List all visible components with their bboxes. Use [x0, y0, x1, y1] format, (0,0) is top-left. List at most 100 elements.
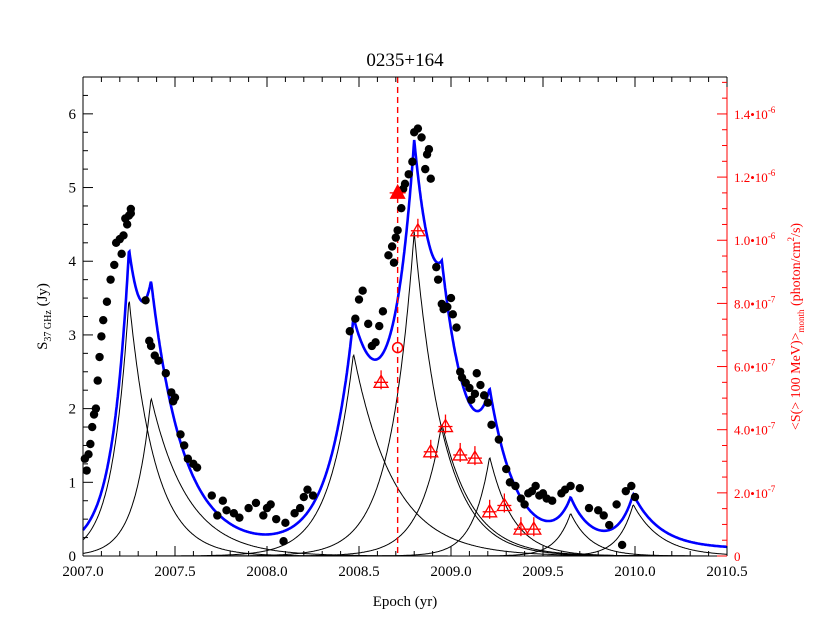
- radio-point: [605, 520, 614, 530]
- component-curve-3: [83, 353, 727, 557]
- radio-point: [630, 492, 640, 502]
- radio-points: [80, 124, 640, 550]
- radio-point: [95, 352, 104, 362]
- radio-point: [548, 496, 557, 505]
- y-left-tick-label: 3: [69, 328, 77, 344]
- x-tick-label: 2007.0: [62, 564, 103, 580]
- radio-point: [384, 251, 393, 260]
- radio-point: [432, 262, 441, 272]
- radio-point: [393, 226, 402, 235]
- radio-point: [110, 260, 119, 270]
- y-left-tick-label: 0: [69, 549, 77, 565]
- radio-point: [295, 503, 305, 513]
- radio-point: [617, 540, 627, 550]
- radio-point: [345, 327, 354, 336]
- radio-point: [531, 481, 540, 491]
- gamma-detection-triangle: [389, 183, 406, 199]
- y-left-tick-label: 4: [69, 254, 77, 270]
- x-tick-label: 2009.0: [430, 564, 471, 580]
- radio-point: [448, 310, 458, 319]
- radio-point: [266, 500, 275, 509]
- radio-point: [443, 302, 452, 312]
- radio-point: [279, 537, 288, 546]
- y-left-tick-label: 1: [69, 475, 77, 491]
- chart-title: 0235+164: [366, 50, 444, 71]
- gamma-upper-limit: [422, 439, 439, 459]
- y-right-tick-label: 4.0•10-7: [734, 421, 776, 438]
- gamma-points: [372, 183, 542, 537]
- x-tick-label: 2010.5: [706, 564, 747, 580]
- x-tick-label: 2009.5: [522, 564, 563, 580]
- radio-point: [259, 511, 268, 520]
- radio-point: [358, 286, 367, 295]
- radio-point: [476, 380, 485, 390]
- radio-point: [400, 179, 410, 189]
- y-left-tick-label: 6: [69, 107, 77, 123]
- radio-point: [511, 481, 520, 491]
- radio-point: [222, 506, 231, 515]
- gamma-upper-limit: [372, 370, 390, 390]
- radio-point: [154, 356, 163, 365]
- radio-point: [351, 314, 360, 323]
- radio-point: [375, 321, 384, 331]
- radio-point: [183, 454, 193, 463]
- radio-point: [446, 293, 456, 303]
- radio-point: [180, 441, 189, 450]
- radio-point: [299, 492, 308, 502]
- radio-point: [141, 296, 150, 305]
- radio-point: [417, 133, 426, 142]
- gamma-upper-limit: [496, 493, 513, 513]
- x-axis-label: Epoch (yr): [373, 594, 438, 610]
- radio-point: [404, 170, 413, 179]
- axes: 2007.0 2007.5 2008.0 2008.5 2009.0 2009.5 2010…: [62, 76, 776, 580]
- radio-point: [487, 420, 496, 430]
- radio-point: [117, 249, 126, 259]
- radio-point: [146, 341, 156, 351]
- component-curve-6: [83, 457, 727, 557]
- radio-point: [170, 393, 180, 402]
- radio-point: [213, 511, 222, 520]
- radio-point: [594, 506, 603, 515]
- radio-point: [235, 513, 244, 522]
- radio-point: [387, 242, 397, 251]
- radio-point: [126, 209, 136, 218]
- radio-point: [354, 295, 364, 304]
- radio-point: [82, 466, 91, 475]
- y-axis-label-right: <S(> 100 MeV)>month (photon/cm2/s): [786, 223, 806, 430]
- radio-point: [251, 498, 261, 508]
- radio-point: [244, 503, 253, 513]
- radio-point: [612, 500, 621, 509]
- radio-point: [218, 496, 228, 505]
- radio-point: [88, 422, 97, 432]
- model-curve-group: [82, 139, 727, 549]
- gamma-upper-limit: [437, 414, 454, 434]
- radio-point: [426, 174, 435, 183]
- radio-point: [303, 485, 312, 494]
- radio-point: [421, 164, 430, 174]
- y-right-tick-label: 8.0•10-7: [734, 294, 776, 311]
- radio-point: [575, 484, 584, 493]
- radio-point: [290, 509, 299, 518]
- radio-point: [389, 258, 399, 267]
- component-curves: [82, 231, 728, 557]
- y-right-tick-label: 1.2•10-6: [734, 168, 776, 185]
- component-curve-5: [83, 424, 727, 557]
- radio-point: [106, 275, 115, 284]
- component-curve-4: [83, 231, 727, 557]
- radio-point: [479, 391, 489, 400]
- component-curve-2: [82, 397, 727, 557]
- radio-point: [119, 231, 128, 240]
- radio-point: [397, 203, 406, 213]
- radio-point: [84, 450, 93, 459]
- radio-point: [378, 307, 388, 316]
- radio-point: [584, 503, 594, 513]
- gamma-upper-limit: [525, 517, 542, 537]
- x-tick-label: 2008.0: [246, 564, 287, 580]
- radio-point: [627, 481, 636, 491]
- model-curve: [82, 139, 727, 549]
- radio-point: [472, 369, 481, 378]
- radio-point: [621, 486, 630, 496]
- x-tick-label: 2010.0: [614, 564, 655, 580]
- y-right-tick-label: 1.4•10-6: [734, 105, 776, 122]
